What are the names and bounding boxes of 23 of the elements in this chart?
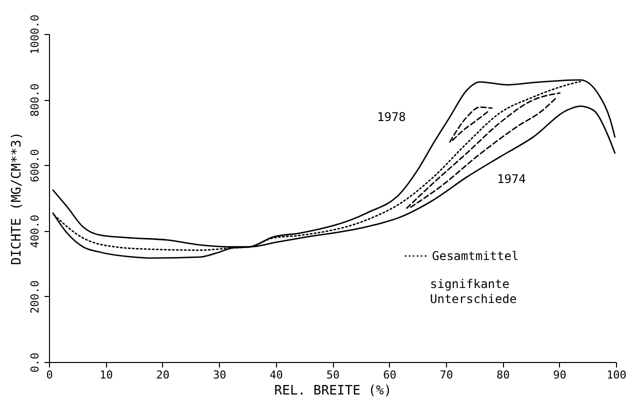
y-tick-label: 1000.0 [28, 14, 42, 54]
x-tick-label: 20 [156, 368, 170, 382]
annotation: 1974 [497, 172, 526, 186]
x-tick-label: 30 [212, 368, 226, 382]
annotation: 1978 [377, 110, 406, 124]
y-tick-label: 0.0 [28, 352, 42, 372]
x-tick-label: 60 [383, 368, 396, 382]
legend-label: Gesamtmittel [432, 249, 519, 263]
x-tick-label: 40 [270, 368, 283, 382]
x-tick-label: 70 [440, 368, 454, 382]
x-tick-label: 50 [326, 368, 340, 382]
x-tick-label: 10 [100, 368, 113, 382]
y-tick-label: 200.0 [28, 280, 42, 314]
y-tick-label: 600.0 [28, 149, 42, 182]
y-tick-label: 800.0 [28, 84, 42, 117]
y-axis-title: DICHTE (MG/CM**3) [10, 132, 24, 266]
x-axis-title: REL. BREITE (%) [274, 384, 392, 398]
x-tick-label: 90 [553, 368, 566, 382]
y-tick-label: 400.0 [28, 214, 42, 248]
x-tick-label: 80 [496, 368, 510, 382]
x-tick-label: 100 [606, 368, 626, 382]
annotation: signifkante Unterschiede [430, 277, 517, 306]
x-tick-label: 0 [46, 368, 53, 382]
